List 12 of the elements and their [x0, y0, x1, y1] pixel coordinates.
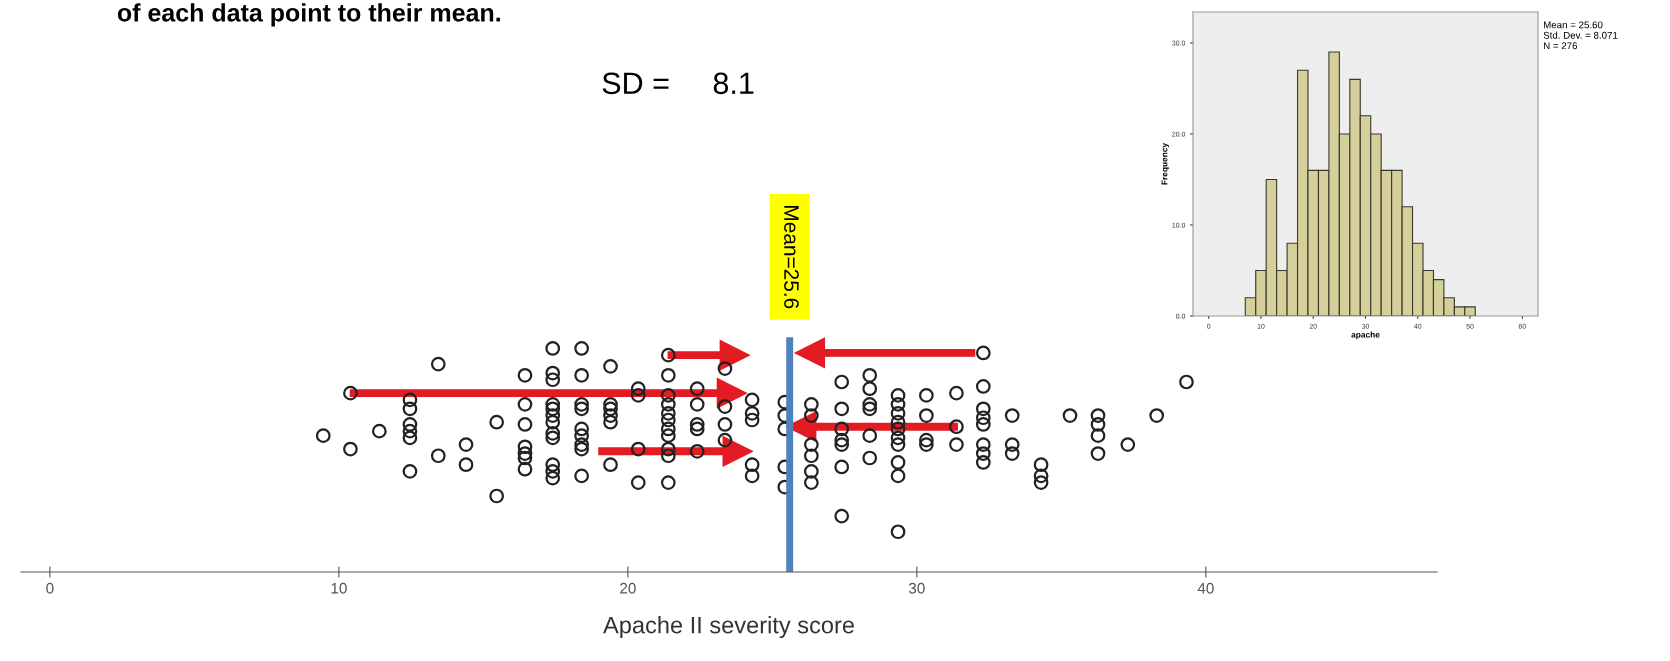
x-tick-label: 30 [908, 582, 925, 594]
y-axis-title: Frequency [1161, 142, 1170, 185]
text: of each data point to their mean. [117, 3, 500, 27]
x-tick-label: 10 [331, 582, 347, 594]
ref-line-label: Mean=25.6 [784, 206, 799, 309]
x-tick-label: 40 [1197, 582, 1214, 594]
x-tick-label: 20 [620, 582, 636, 594]
x-axis-title: Apache II severity score [603, 616, 854, 639]
text: SD = 8.1 [602, 72, 754, 95]
x-tick-label: 0 [46, 582, 54, 594]
text: Mean = 25.60 Std. Dev. = 8.071 N = 276 [1543, 21, 1618, 50]
x-axis-title: apache [1351, 331, 1380, 340]
